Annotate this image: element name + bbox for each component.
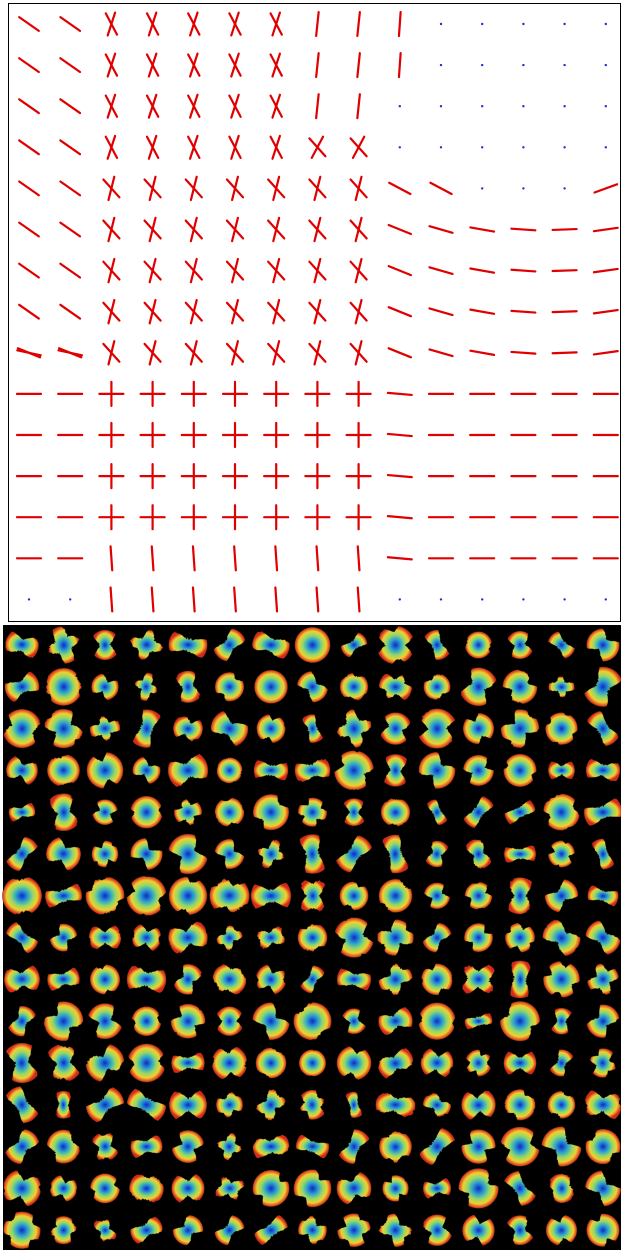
- dot: [440, 105, 442, 107]
- fiber: [553, 229, 577, 230]
- odf: [129, 1044, 165, 1082]
- odf: [217, 758, 242, 783]
- dot: [605, 105, 607, 107]
- dot: [481, 146, 483, 148]
- odf: [132, 1007, 161, 1036]
- dot: [440, 146, 442, 148]
- dot: [399, 105, 401, 107]
- odf: [127, 876, 166, 915]
- odf: [169, 877, 207, 915]
- dot: [522, 598, 524, 600]
- odf: [2, 877, 41, 914]
- dot: [481, 23, 483, 25]
- odf: [4, 709, 41, 748]
- dot: [481, 187, 483, 189]
- odf: [546, 1215, 577, 1245]
- odf: [548, 841, 574, 867]
- odf: [47, 755, 79, 786]
- dot: [69, 598, 71, 600]
- odf: [465, 632, 491, 659]
- dot: [28, 598, 30, 600]
- dot: [481, 105, 483, 107]
- fiber: [553, 311, 577, 312]
- odf: [257, 715, 286, 743]
- odf: [546, 713, 578, 745]
- figure: [0, 0, 621, 1250]
- dot: [563, 146, 565, 148]
- dot: [481, 64, 483, 66]
- dot: [440, 598, 442, 600]
- dot: [399, 146, 401, 148]
- page: (() => { const data = JSON.parse(documen…: [0, 0, 621, 1250]
- dot: [605, 23, 607, 25]
- odf: [87, 753, 123, 789]
- odf: [90, 965, 120, 995]
- odf: [46, 668, 82, 705]
- dot: [605, 598, 607, 600]
- odf: [131, 796, 162, 828]
- fiber: [553, 352, 577, 353]
- dot: [522, 187, 524, 189]
- dot: [440, 64, 442, 66]
- dot: [522, 23, 524, 25]
- dot: [440, 23, 442, 25]
- dot: [563, 64, 565, 66]
- odf: [90, 1174, 119, 1203]
- odf: [295, 627, 330, 662]
- dot: [522, 146, 524, 148]
- dot: [563, 187, 565, 189]
- odf: [504, 754, 537, 787]
- dot: [522, 105, 524, 107]
- odf: [299, 1050, 326, 1077]
- odf: [419, 1003, 455, 1040]
- odf: [381, 799, 410, 827]
- dot: [563, 23, 565, 25]
- dot: [563, 105, 565, 107]
- dot: [399, 598, 401, 600]
- odf: [501, 1127, 539, 1166]
- dot: [605, 64, 607, 66]
- dot: [563, 598, 565, 600]
- odf: [337, 1046, 371, 1079]
- dot: [481, 598, 483, 600]
- dot: [605, 146, 607, 148]
- dot: [522, 64, 524, 66]
- odf: [255, 670, 288, 703]
- fiber: [553, 270, 577, 271]
